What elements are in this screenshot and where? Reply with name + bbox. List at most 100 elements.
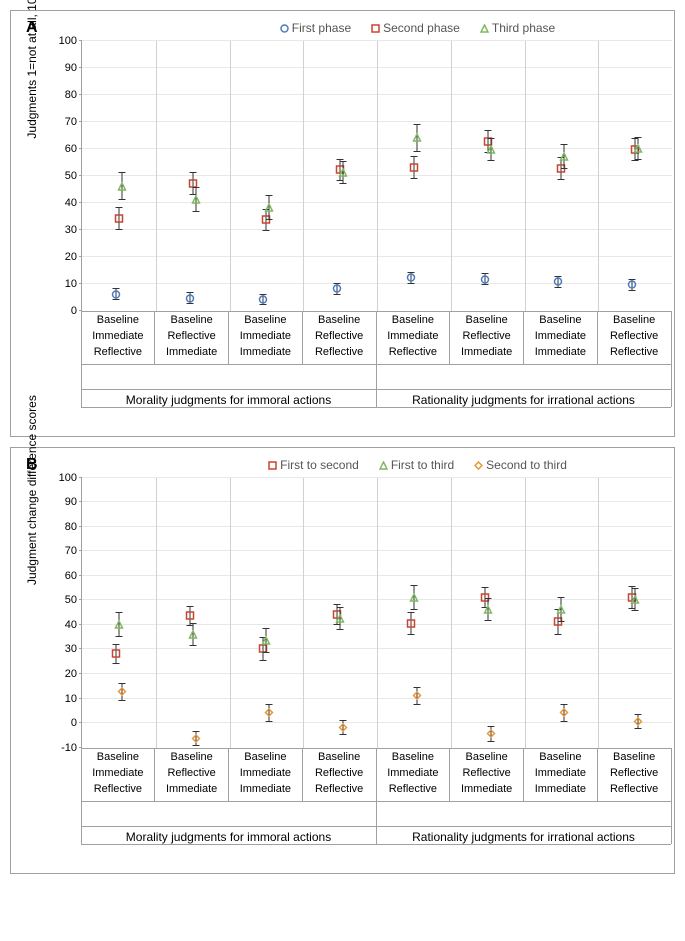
category-label: Immediate bbox=[376, 330, 450, 342]
data-point bbox=[191, 191, 200, 209]
category-label: Immediate bbox=[229, 346, 303, 358]
data-point bbox=[628, 276, 637, 294]
y-tick: 90 bbox=[57, 496, 77, 508]
plot-area: -100102030405060708090100 bbox=[81, 478, 672, 749]
data-point bbox=[409, 159, 418, 177]
category-label: Reflective bbox=[597, 330, 671, 342]
data-point bbox=[634, 713, 643, 731]
data-point bbox=[339, 164, 348, 182]
data-point bbox=[259, 291, 268, 309]
y-tick: 10 bbox=[57, 278, 77, 290]
category-label: Reflective bbox=[450, 330, 524, 342]
category-label: Baseline bbox=[155, 751, 229, 763]
y-tick: 20 bbox=[57, 251, 77, 263]
data-point bbox=[185, 290, 194, 308]
data-point bbox=[406, 269, 415, 287]
data-point bbox=[412, 129, 421, 147]
data-point bbox=[191, 730, 200, 748]
y-tick: 100 bbox=[57, 472, 77, 484]
y-tick: 70 bbox=[57, 545, 77, 557]
data-point bbox=[188, 626, 197, 644]
y-tick: 60 bbox=[57, 570, 77, 582]
category-label: Baseline bbox=[302, 314, 376, 326]
category-label: Reflective bbox=[81, 783, 155, 795]
y-axis-label: Judgments 1=not at all, 100 = definitely bbox=[25, 0, 39, 138]
x-axis-labels: BaselineImmediateReflectiveBaselineRefle… bbox=[81, 312, 671, 407]
legend-item: Third phase bbox=[480, 21, 555, 36]
data-point bbox=[117, 683, 126, 701]
y-tick: 90 bbox=[57, 62, 77, 74]
category-label: Baseline bbox=[376, 751, 450, 763]
data-point bbox=[631, 591, 640, 609]
y-tick: 60 bbox=[57, 143, 77, 155]
category-label: Reflective bbox=[376, 346, 450, 358]
legend-item: Second to third bbox=[474, 458, 567, 473]
data-point bbox=[483, 601, 492, 619]
panel-a: AFirst phaseSecond phaseThird phaseJudgm… bbox=[10, 10, 675, 437]
category-label: Reflective bbox=[302, 767, 376, 779]
y-axis-label: Judgment change difference scores bbox=[25, 395, 39, 585]
chart-container: Judgments 1=not at all, 100 = definitely… bbox=[56, 41, 659, 431]
y-tick: 30 bbox=[57, 224, 77, 236]
legend: First to secondFirst to thirdSecond to t… bbox=[176, 458, 659, 473]
category-label: Baseline bbox=[524, 314, 598, 326]
data-point bbox=[554, 273, 563, 291]
data-point bbox=[409, 589, 418, 607]
category-label: Immediate bbox=[81, 767, 155, 779]
category-label: Baseline bbox=[302, 751, 376, 763]
data-point bbox=[557, 601, 566, 619]
y-tick: 20 bbox=[57, 668, 77, 680]
legend-item: First phase bbox=[280, 21, 351, 36]
category-label: Reflective bbox=[302, 346, 376, 358]
data-point bbox=[117, 178, 126, 196]
category-label: Baseline bbox=[155, 314, 229, 326]
category-label: Baseline bbox=[524, 751, 598, 763]
category-label: Immediate bbox=[450, 346, 524, 358]
category-label: Baseline bbox=[376, 314, 450, 326]
data-point bbox=[406, 615, 415, 633]
y-tick: 10 bbox=[57, 693, 77, 705]
data-point bbox=[560, 148, 569, 166]
panel-b: BFirst to secondFirst to thirdSecond to … bbox=[10, 447, 675, 874]
category-label: Baseline bbox=[450, 751, 524, 763]
data-point bbox=[560, 704, 569, 722]
y-tick: 80 bbox=[57, 89, 77, 101]
y-tick: 40 bbox=[57, 197, 77, 209]
legend-item: Second phase bbox=[371, 21, 460, 36]
x-axis-labels: BaselineImmediateReflectiveBaselineRefle… bbox=[81, 749, 671, 844]
data-point bbox=[114, 616, 123, 634]
data-point bbox=[265, 199, 274, 217]
category-label: Baseline bbox=[597, 751, 671, 763]
legend-item: First to second bbox=[268, 458, 359, 473]
category-label: Immediate bbox=[376, 767, 450, 779]
category-label: Reflective bbox=[376, 783, 450, 795]
category-label: Reflective bbox=[302, 330, 376, 342]
data-point bbox=[111, 286, 120, 304]
y-tick: 100 bbox=[57, 35, 77, 47]
category-label: Baseline bbox=[597, 314, 671, 326]
data-point bbox=[486, 141, 495, 159]
category-label: Baseline bbox=[450, 314, 524, 326]
plot-area: 0102030405060708090100 bbox=[81, 41, 672, 312]
legend: First phase Second phase Third phase bbox=[176, 21, 659, 36]
category-label: Immediate bbox=[524, 783, 598, 795]
category-label: Reflective bbox=[597, 346, 671, 358]
group-label: Morality judgments for immoral actions bbox=[81, 826, 376, 844]
group-label: Rationality judgments for irrational act… bbox=[376, 389, 671, 407]
data-point bbox=[412, 687, 421, 705]
y-tick: 30 bbox=[57, 643, 77, 655]
data-point bbox=[336, 610, 345, 628]
category-label: Reflective bbox=[81, 346, 155, 358]
category-label: Baseline bbox=[81, 751, 155, 763]
data-point bbox=[265, 704, 274, 722]
category-label: Reflective bbox=[155, 767, 229, 779]
data-point bbox=[111, 645, 120, 663]
category-label: Immediate bbox=[229, 767, 303, 779]
category-label: Immediate bbox=[229, 783, 303, 795]
y-tick: 50 bbox=[57, 170, 77, 182]
y-tick: 70 bbox=[57, 116, 77, 128]
category-label: Immediate bbox=[524, 346, 598, 358]
category-label: Immediate bbox=[81, 330, 155, 342]
category-label: Immediate bbox=[524, 767, 598, 779]
category-label: Baseline bbox=[81, 314, 155, 326]
